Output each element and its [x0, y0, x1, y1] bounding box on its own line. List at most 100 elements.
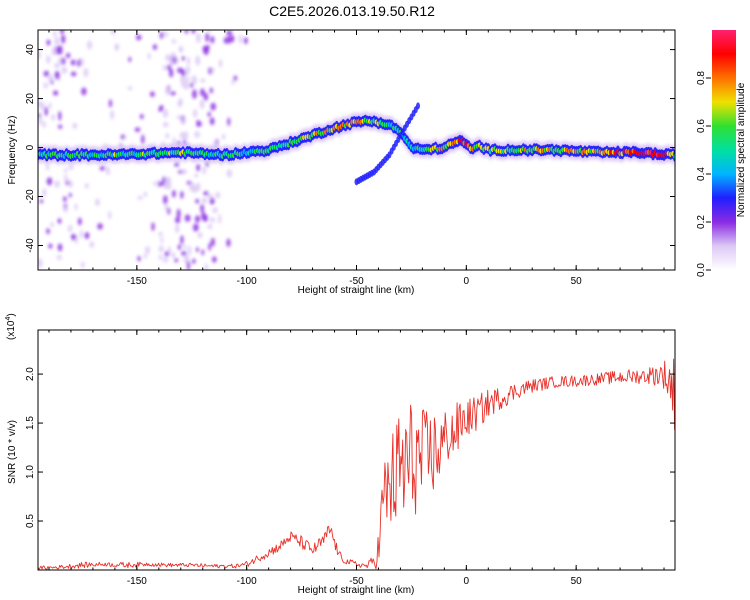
- spectrogram-speckle: [229, 35, 235, 43]
- spectrogram-panel: -150 -100 -50 0 50 -40 -20 0 20 40 Height of stra…: [7, 29, 676, 296]
- spectrogram-speckle: [175, 223, 180, 234]
- spectrogram-speckle: [221, 133, 226, 140]
- spectrogram-speckle: [170, 91, 176, 96]
- snr-ytick-label: 2.0: [25, 367, 36, 381]
- spectrogram-speckle: [162, 65, 168, 71]
- spectrogram-speckle: [189, 82, 194, 88]
- spectrogram-speckle: [204, 263, 208, 270]
- spectrogram-speckle: [209, 197, 215, 205]
- spectrogram-speckle: [165, 85, 171, 96]
- spectrogram-speckle: [174, 162, 179, 167]
- spectrogram-speckle: [164, 203, 168, 212]
- snr-marks: [38, 358, 675, 570]
- spectrogram-speckle: [72, 122, 78, 130]
- spectrogram-speckle: [168, 68, 174, 78]
- spectrogram-speckle: [194, 173, 199, 178]
- spectrogram-speckle: [159, 31, 164, 40]
- spectrogram-speckle: [80, 261, 85, 269]
- spectrogram-speckle: [171, 252, 176, 259]
- spectrogram-speckle: [201, 211, 206, 221]
- spectrogram-speckle: [141, 134, 145, 145]
- spectrogram-speckle: [158, 245, 164, 253]
- spectrogram-speckle: [162, 121, 169, 128]
- spectrogram-speckle: [61, 57, 66, 66]
- spectrogram-speckle: [166, 181, 172, 190]
- spectrogram-speckle: [153, 181, 157, 186]
- spectrogram-speckle: [186, 56, 191, 66]
- spectrogram-speckle: [210, 36, 215, 44]
- spectrogram-speckle: [46, 177, 53, 186]
- spectrogram-speckle: [46, 39, 51, 46]
- spectrogram-speckle: [227, 117, 231, 126]
- spectrogram-speckle: [128, 56, 132, 63]
- spectrogram-speckle: [94, 198, 100, 207]
- spectrogram-speckle: [79, 229, 83, 239]
- spectrogram-speckle: [202, 166, 207, 175]
- spectrogram-speckle: [109, 110, 115, 120]
- spectrogram-speckle: [67, 224, 73, 233]
- snr-series-line: [38, 358, 675, 570]
- snr-scale-label: (x104): [5, 313, 17, 340]
- spectrogram-speckle: [50, 222, 55, 228]
- spectrogram-speckle: [68, 192, 72, 198]
- figure-title: C2E5.2026.013.19.50.R12: [269, 3, 435, 19]
- spectrogram-speckle: [179, 47, 183, 53]
- spectrogram-speckle: [58, 111, 62, 121]
- spectrogram-speckle: [189, 181, 195, 192]
- spectrogram-speckle: [195, 55, 201, 66]
- colorbar-tick-label: 0.0: [696, 263, 707, 277]
- spectrogram-speckle: [191, 258, 196, 264]
- spectrogram-speckle: [70, 59, 76, 66]
- snr-ylabel: SNR (10 * v/v): [7, 420, 18, 484]
- snr-scale-prefix: (x10: [6, 320, 17, 340]
- spectrogram-speckle: [64, 174, 68, 183]
- spectrogram-ytick-label: 20: [25, 93, 36, 105]
- spectrogram-speckle: [77, 59, 81, 68]
- spectrogram-speckle: [208, 242, 212, 251]
- spectrogram-speckle: [180, 191, 184, 199]
- spectrogram-speckle: [74, 203, 78, 211]
- spectrogram-speckle: [158, 107, 163, 112]
- spectrogram-speckle: [183, 131, 189, 140]
- spectrogram-speckle: [108, 211, 112, 220]
- spectrogram-xtick-label: -100: [237, 276, 257, 287]
- spectrogram-marks: [38, 30, 675, 270]
- spectrogram-speckle: [192, 89, 197, 99]
- spectrogram-speckle: [43, 82, 49, 89]
- spectrogram-speckle: [127, 86, 133, 91]
- spectrogram-speckle: [46, 55, 51, 64]
- svg-text:(x104): (x104): [5, 313, 17, 340]
- spectrogram-speckle: [158, 231, 163, 237]
- spectrogram-speckle: [54, 70, 60, 80]
- spectrogram-speckle: [165, 54, 171, 62]
- spectrogram-speckle: [99, 165, 106, 171]
- spectrogram-speckle: [144, 246, 151, 255]
- snr-xtick-label: -150: [127, 576, 147, 587]
- spectrogram-speckle: [171, 39, 176, 44]
- spectrogram-speckle: [183, 80, 190, 90]
- spectrogram-speckle: [186, 260, 191, 270]
- spectrogram-speckle: [192, 223, 199, 232]
- spectrogram-ylabel: Frequency (Hz): [7, 116, 18, 185]
- spectrogram-speckle: [209, 117, 215, 126]
- spectrogram-speckle: [207, 193, 213, 200]
- spectrogram-speckle: [120, 134, 125, 140]
- spectrogram-speckle: [38, 258, 43, 269]
- spectrogram-speckle: [182, 243, 187, 250]
- spectrogram-speckle: [207, 111, 211, 117]
- spectrogram-speckle: [52, 46, 56, 56]
- spectrogram-speckle: [167, 207, 171, 215]
- spectrogram-speckle: [46, 228, 50, 235]
- spectrogram-speckle: [152, 44, 158, 50]
- spectrogram-speckle: [43, 70, 50, 77]
- spectrogram-speckle: [48, 102, 52, 109]
- spectrogram-speckle: [200, 78, 206, 83]
- spectrogram-speckle: [54, 180, 60, 188]
- spectrogram-xtick-label: 50: [571, 276, 583, 287]
- spectrogram-speckle: [201, 249, 205, 256]
- spectrogram-speckle: [63, 168, 68, 173]
- spectrogram-speckle: [215, 191, 221, 199]
- spectrogram-speckle: [199, 99, 205, 109]
- spectrogram-speckle: [200, 204, 205, 213]
- spectrogram-speckle: [105, 166, 111, 176]
